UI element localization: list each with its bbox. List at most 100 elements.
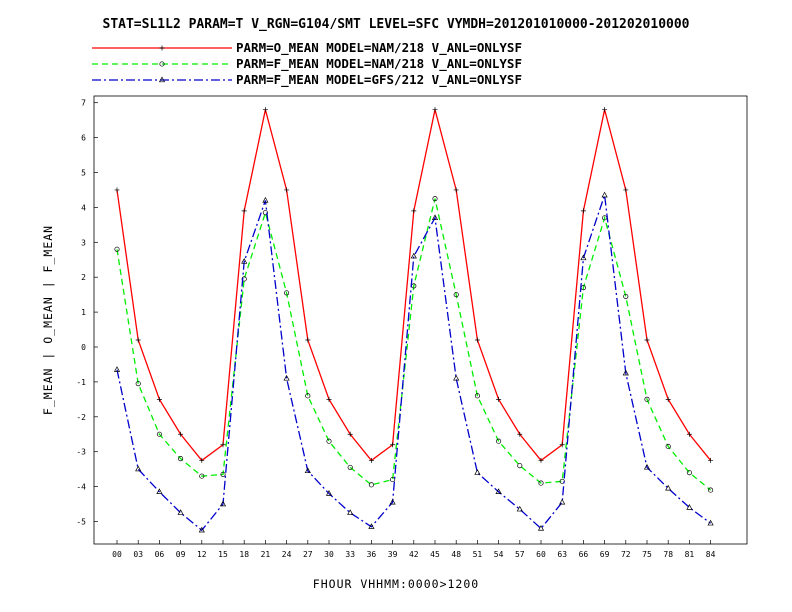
data-point — [219, 500, 227, 507]
data-point — [114, 246, 120, 252]
x-tick-label: 69 — [600, 550, 610, 559]
x-tick-label: 09 — [176, 550, 186, 559]
data-point — [559, 442, 565, 448]
data-point — [644, 396, 650, 402]
data-point — [453, 292, 459, 298]
data-point — [113, 366, 121, 372]
legend-item: PARM=O_MEAN MODEL=NAM/218 V_ANL=ONLYSF — [92, 40, 522, 56]
y-axis-label: F_MEAN | O_MEAN | F_MEAN — [41, 225, 55, 415]
data-point — [410, 252, 417, 259]
x-tick-label: 06 — [155, 550, 165, 559]
plot-frame — [93, 95, 748, 545]
x-tick-label: 60 — [536, 550, 546, 559]
data-point — [304, 467, 311, 474]
legend-item: PARM=F_MEAN MODEL=GFS/212 V_ANL=ONLYSF — [92, 72, 522, 88]
y-tick-label: 3 — [81, 238, 86, 247]
x-tick-label: 78 — [663, 550, 673, 559]
data-point — [537, 524, 545, 531]
data-point — [453, 374, 460, 381]
x-tick-label: 54 — [494, 550, 504, 559]
x-tick-label: 21 — [261, 550, 271, 559]
data-point — [284, 187, 290, 193]
x-tick-label: 63 — [557, 550, 567, 559]
data-point — [517, 431, 523, 437]
data-point — [411, 208, 417, 214]
data-point — [601, 191, 608, 198]
data-point — [135, 381, 141, 387]
x-tick-label: 81 — [685, 550, 695, 559]
data-point — [602, 107, 608, 113]
y-tick-label: 0 — [81, 343, 86, 352]
data-point — [156, 431, 162, 437]
x-tick-label: 39 — [388, 550, 398, 559]
x-tick-label: 30 — [324, 550, 334, 559]
series-1 — [114, 107, 714, 463]
data-point — [580, 208, 586, 214]
x-tick-label: 42 — [409, 550, 419, 559]
data-point — [517, 463, 523, 469]
y-tick-label: 2 — [81, 273, 86, 282]
data-point — [432, 196, 438, 202]
chart-title: STAT=SL1L2 PARAM=T V_RGN=G104/SMT LEVEL=… — [103, 17, 690, 32]
data-point — [431, 214, 439, 221]
data-point — [686, 504, 693, 510]
data-point — [241, 257, 248, 264]
data-point — [262, 107, 268, 113]
x-tick-label: 57 — [515, 550, 525, 559]
x-tick-label: 27 — [303, 550, 313, 559]
data-point — [708, 487, 714, 493]
data-point — [643, 463, 651, 470]
data-point — [686, 470, 692, 476]
y-tick-label: 7 — [81, 99, 86, 108]
data-point — [241, 276, 247, 282]
data-point — [368, 523, 375, 529]
data-point — [114, 187, 120, 193]
data-point — [177, 509, 184, 515]
data-point — [368, 482, 374, 488]
data-point — [495, 488, 502, 494]
data-point — [199, 457, 205, 463]
data-point — [325, 490, 333, 496]
data-point — [644, 337, 650, 343]
x-tick-label: 45 — [430, 550, 440, 559]
legend-label: PARM=O_MEAN MODEL=NAM/218 V_ANL=ONLYSF — [236, 40, 522, 56]
data-point — [665, 396, 671, 402]
data-point — [496, 396, 502, 402]
data-point — [516, 505, 523, 512]
data-point — [220, 442, 226, 448]
x-tick-label: 00 — [112, 550, 122, 559]
data-point — [347, 464, 353, 470]
x-tick-label: 24 — [282, 550, 292, 559]
data-point — [262, 210, 268, 216]
data-point — [178, 431, 184, 437]
y-tick-label: 6 — [81, 134, 86, 143]
data-point — [262, 196, 269, 203]
data-point — [368, 457, 374, 463]
data-point — [159, 61, 165, 67]
data-point — [178, 456, 184, 462]
data-point — [686, 431, 692, 437]
data-point — [707, 519, 714, 526]
x-tick-label: 33 — [345, 550, 355, 559]
y-tick-label: 5 — [81, 169, 86, 178]
data-point — [623, 187, 629, 193]
data-point — [453, 187, 459, 193]
data-point — [432, 107, 438, 113]
data-point — [622, 369, 629, 376]
series-2 — [114, 196, 714, 493]
x-tick-label: 84 — [706, 550, 716, 559]
data-point — [326, 396, 332, 402]
data-point — [158, 76, 166, 83]
x-tick-label: 18 — [239, 550, 249, 559]
data-point — [326, 438, 332, 444]
data-point — [623, 293, 629, 299]
data-point — [496, 438, 502, 444]
x-tick-label: 15 — [218, 550, 228, 559]
data-point — [665, 443, 671, 450]
x-tick-label: 51 — [473, 550, 483, 559]
data-point — [559, 498, 566, 505]
data-point — [283, 374, 290, 381]
series-line — [116, 198, 712, 491]
data-point — [474, 393, 480, 399]
